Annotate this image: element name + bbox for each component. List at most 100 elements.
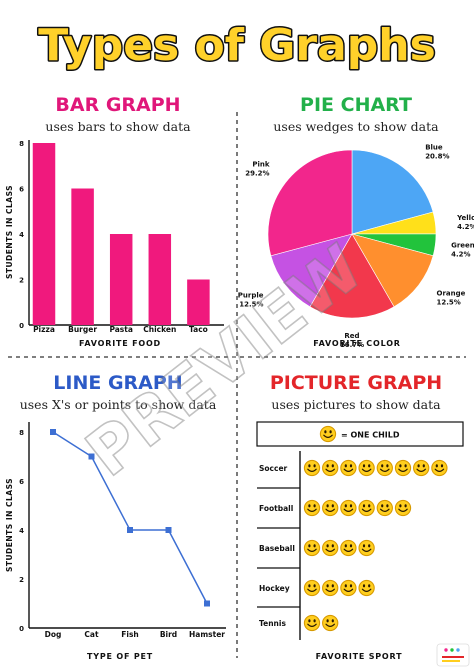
- pie-slice-label: Red: [344, 332, 359, 340]
- smiley-icon: [303, 499, 321, 517]
- picture-graph-heading: PICTURE GRAPH: [270, 372, 442, 394]
- bar-category-label: Chicken: [143, 325, 176, 334]
- pie-slice: [270, 233, 353, 308]
- smiley-icon: [358, 539, 375, 557]
- line-y-tick-label: 4: [19, 527, 24, 535]
- smiley-icon: [322, 499, 339, 517]
- bar-x-axis-label: FAVORITE FOOD: [79, 339, 161, 348]
- pie-slice-label: Yellow: [456, 214, 474, 222]
- line-y-tick-label: 6: [19, 478, 24, 486]
- picture-category-label: Tennis: [259, 619, 286, 628]
- bar-category-label: Pasta: [109, 325, 132, 334]
- picture-key-box: [256, 421, 464, 447]
- pie-x-axis-label: FAVORITE COLOR: [313, 339, 401, 348]
- pie-slice-value: 20.8%: [425, 152, 449, 160]
- picture-x-axis-label: FAVORITE SPORT: [316, 652, 403, 661]
- bar-graph-heading: BAR GRAPH: [55, 94, 180, 116]
- pie-slice: [309, 233, 395, 319]
- line-graph-panel: LINE GRAPH uses X's or points to show da…: [5, 372, 226, 661]
- picture-key-label: = ONE CHILD: [341, 431, 400, 440]
- line-category-label: Hamster: [189, 630, 225, 639]
- line-point: [127, 527, 133, 533]
- pie-chart-heading: PIE CHART: [300, 94, 412, 116]
- smiley-icon: [322, 539, 339, 557]
- line-category-label: Bird: [160, 630, 177, 639]
- line-point: [50, 429, 56, 435]
- bar: [71, 188, 94, 325]
- picture-category-label: Hockey: [259, 584, 290, 593]
- bar-y-axis-label: STUDENTS IN CLASS: [5, 185, 14, 279]
- smiley-icon: [394, 499, 412, 517]
- pie-slice-label: Green: [451, 242, 474, 250]
- pie-slice-value: 29.2%: [245, 170, 269, 178]
- smiley-icon: [431, 459, 448, 477]
- smiley-icon: [358, 579, 375, 597]
- pie-slice: [351, 233, 434, 308]
- smiley-icon: [303, 579, 321, 597]
- line-y-tick-label: 8: [19, 429, 24, 437]
- bar: [187, 279, 210, 325]
- line-graph-heading: LINE GRAPH: [53, 372, 182, 394]
- picture-category-label: Football: [259, 504, 293, 513]
- bar-y-tick-label: 6: [19, 186, 24, 194]
- bar-y-tick-label: 8: [19, 140, 24, 148]
- picture-graph-subtitle: uses pictures to show data: [271, 397, 441, 412]
- smiley-icon: [322, 579, 339, 597]
- line-category-label: Cat: [84, 630, 99, 639]
- picture-category-label: Soccer: [259, 464, 288, 473]
- smiley-icon: [376, 499, 393, 517]
- smiley-icon: [340, 459, 357, 477]
- brand-logo: [436, 643, 470, 667]
- bar-y-tick-label: 0: [19, 322, 24, 330]
- pie-slice-value: 16.7%: [340, 341, 364, 349]
- pie-slice: [267, 149, 353, 257]
- pie-slice: [351, 149, 434, 235]
- line-point: [204, 600, 210, 607]
- smiley-icon: [322, 459, 339, 477]
- smiley-icon: [376, 459, 393, 477]
- smiley-icon: [340, 499, 357, 517]
- smiley-icon: [303, 539, 321, 557]
- bar-category-label: Burger: [68, 325, 97, 334]
- bar: [148, 234, 172, 325]
- smiley-icon: [340, 539, 357, 557]
- bar: [32, 143, 56, 325]
- picture-category-label: Baseball: [259, 544, 295, 553]
- bar-y-tick-label: 2: [19, 277, 24, 285]
- line-x-axis-label: TYPE OF PET: [87, 652, 153, 661]
- bar-y-tick-label: 4: [19, 231, 24, 239]
- line-y-axis-label: STUDENTS IN CLASS: [5, 478, 14, 572]
- bar-category-label: Taco: [189, 325, 208, 334]
- pie-slice-label: Pink: [252, 161, 270, 169]
- smiley-icon: [303, 614, 321, 632]
- line-point: [165, 527, 172, 533]
- pie-slice-value: 4.2%: [457, 223, 474, 231]
- picture-graph-panel: PICTURE GRAPH uses pictures to show data…: [256, 372, 464, 661]
- line-category-label: Fish: [121, 630, 139, 639]
- bar-category-label: Pizza: [33, 325, 55, 334]
- pie-slice-label: Orange: [437, 289, 466, 297]
- line-y-tick-label: 0: [19, 625, 24, 633]
- smiley-icon: [303, 459, 321, 477]
- line-y-tick-label: 2: [19, 576, 24, 584]
- smiley-icon: [394, 459, 412, 477]
- smiley-icon: [340, 579, 357, 597]
- pie-chart-subtitle: uses wedges to show data: [273, 119, 439, 134]
- pie-slice-value: 4.2%: [451, 251, 470, 259]
- smiley-icon: [413, 459, 430, 477]
- line-point: [88, 453, 95, 460]
- bar: [109, 234, 133, 325]
- key-smiley-icon: [319, 425, 337, 443]
- line-category-label: Dog: [45, 630, 62, 639]
- pie-slice-label: Blue: [425, 143, 443, 151]
- pie-slice-value: 12.5%: [239, 300, 263, 308]
- smiley-icon: [322, 614, 339, 632]
- pie-slice-label: Purple: [238, 291, 264, 299]
- smiley-icon: [358, 459, 375, 477]
- pie-slice-value: 12.5%: [437, 298, 461, 306]
- pie-chart-panel: PIE CHART uses wedges to show data Blue2…: [238, 94, 474, 349]
- smiley-icon: [358, 499, 375, 517]
- bar-graph-panel: BAR GRAPH uses bars to show data 0 2 4 6 8 Pi…: [5, 94, 224, 348]
- bar-graph-subtitle: uses bars to show data: [45, 119, 191, 134]
